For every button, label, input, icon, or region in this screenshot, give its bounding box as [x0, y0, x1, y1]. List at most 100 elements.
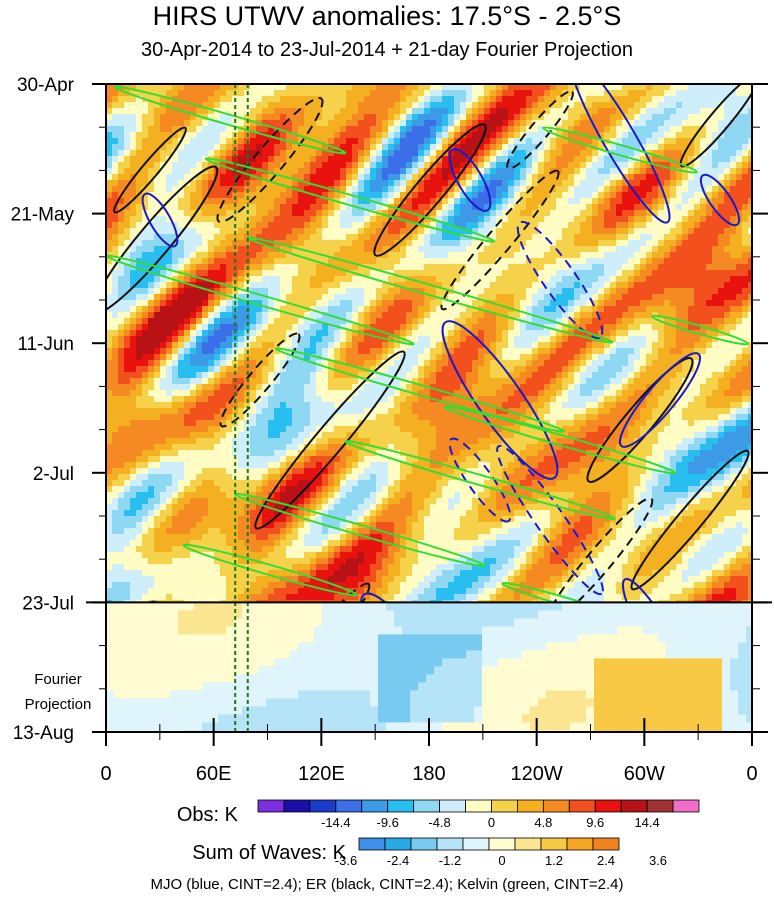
obs-cell — [286, 342, 293, 349]
obs-cell — [514, 336, 521, 343]
obs-cell — [364, 330, 371, 337]
obs-cell — [136, 102, 143, 109]
obs-cell — [406, 282, 413, 289]
obs-cell — [736, 294, 743, 301]
obs-cell — [130, 90, 137, 97]
obs-cell — [184, 90, 191, 97]
obs-cell — [682, 114, 689, 121]
obs-cell — [676, 270, 683, 277]
obs-cell — [160, 276, 167, 283]
obs-cell — [262, 180, 269, 187]
obs-cell — [700, 108, 707, 115]
obs-cell — [694, 192, 701, 199]
obs-cell — [574, 270, 581, 277]
obs-cell — [304, 174, 311, 181]
obs-cell — [334, 222, 341, 229]
obs-cell — [688, 126, 695, 133]
obs-cell — [454, 342, 461, 349]
obs-cell — [646, 288, 653, 295]
obs-cell — [352, 162, 359, 169]
obs-cell — [130, 84, 137, 91]
obs-cell — [130, 288, 137, 295]
obs-cell — [112, 282, 119, 289]
obs-cell — [160, 294, 167, 301]
obs-cell — [232, 246, 239, 253]
obs-cell — [400, 174, 407, 181]
obs-cell — [322, 126, 329, 133]
obs-cell — [652, 102, 659, 109]
obs-cell — [232, 204, 239, 211]
obs-cell — [208, 270, 215, 277]
obs-cell — [166, 150, 173, 157]
obs-cell — [646, 126, 653, 133]
obs-cell — [466, 114, 473, 121]
obs-cell — [244, 120, 251, 127]
obs-cell — [364, 204, 371, 211]
obs-cell — [604, 348, 611, 355]
obs-cell — [712, 258, 719, 265]
obs-cell — [742, 240, 749, 247]
obs-cell — [610, 258, 617, 265]
obs-cell — [256, 234, 263, 241]
obs-cell — [610, 192, 617, 199]
obs-cell — [400, 96, 407, 103]
obs-cell — [508, 300, 515, 307]
obs-cell — [658, 330, 665, 337]
obs-cell — [544, 276, 551, 283]
obs-cell — [616, 222, 623, 229]
obs-cell — [262, 348, 269, 355]
obs-cell — [394, 264, 401, 271]
obs-cell — [562, 114, 569, 121]
obs-cell — [670, 90, 677, 97]
obs-cell — [634, 150, 641, 157]
obs-cell — [448, 252, 455, 259]
obs-cell — [694, 264, 701, 271]
obs-cell — [652, 126, 659, 133]
obs-cell — [556, 204, 563, 211]
obs-cell — [742, 108, 749, 115]
obs-cell — [154, 240, 161, 247]
obs-cell — [334, 204, 341, 211]
obs-cell — [202, 360, 209, 367]
obs-cell — [556, 306, 563, 313]
obs-cell — [244, 192, 251, 199]
obs-cell — [670, 330, 677, 337]
obs-cell — [268, 234, 275, 241]
obs-cell — [610, 114, 617, 121]
obs-cell — [364, 348, 371, 355]
obs-cell — [586, 282, 593, 289]
obs-cell — [628, 330, 635, 337]
obs-cell — [598, 120, 605, 127]
obs-cell — [292, 234, 299, 241]
obs-cell — [418, 126, 425, 133]
obs-cell — [424, 300, 431, 307]
obs-cell — [334, 84, 341, 91]
obs-cell — [346, 306, 353, 313]
obs-cell — [466, 246, 473, 253]
obs-cell — [436, 330, 443, 337]
obs-cell — [166, 306, 173, 313]
obs-cell — [700, 252, 707, 259]
obs-cell — [130, 126, 137, 133]
obs-cell — [214, 240, 221, 247]
obs-cell — [610, 186, 617, 193]
obs-cell — [298, 174, 305, 181]
obs-cell — [604, 84, 611, 91]
obs-cell — [346, 174, 353, 181]
obs-cell — [238, 228, 245, 235]
obs-cell — [730, 354, 737, 361]
obs-cell — [220, 276, 227, 283]
obs-cell — [634, 252, 641, 259]
obs-cell — [580, 120, 587, 127]
obs-cell — [604, 162, 611, 169]
obs-cell — [550, 222, 557, 229]
obs-cell — [238, 354, 245, 361]
obs-cell — [256, 144, 263, 151]
obs-cell — [280, 342, 287, 349]
obs-cell — [520, 108, 527, 115]
obs-cell — [478, 324, 485, 331]
obs-cell — [280, 330, 287, 337]
obs-cell — [250, 132, 257, 139]
obs-cell — [184, 156, 191, 163]
obs-cell — [544, 246, 551, 253]
